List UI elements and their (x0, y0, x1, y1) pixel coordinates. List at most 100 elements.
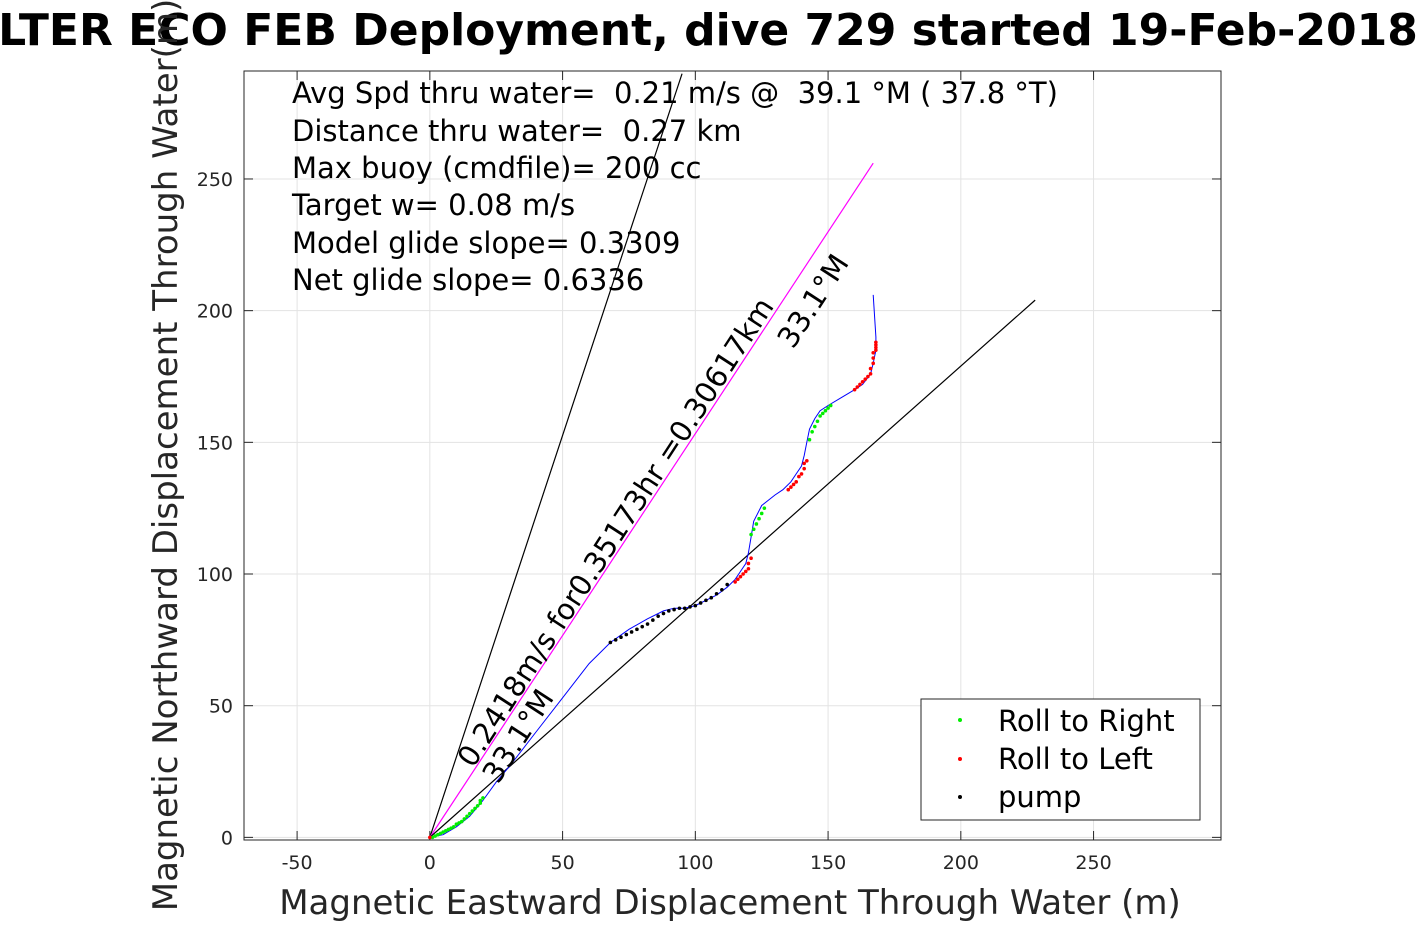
roll-right-point (462, 817, 467, 821)
legend-marker-roll-left (958, 757, 962, 761)
roll-right-point (459, 819, 464, 824)
reference-line-steep (429, 73, 683, 838)
y-tick-label: 50 (209, 696, 233, 718)
max-buoy-annotation: Max buoy (cmdfile)= 200 cc (292, 151, 701, 185)
roll-left-point (874, 345, 878, 350)
roll-left-point (733, 580, 737, 584)
roll-right-point (478, 801, 483, 805)
roll-right-point (754, 522, 759, 526)
roll-left-point (794, 480, 799, 484)
stats-annotations: Avg Spd thru water= 0.21 m/s @ 39.1 °M (… (291, 76, 1058, 297)
x-tick-label: 0 (424, 852, 436, 874)
y-tick-label: 250 (197, 169, 233, 191)
target-w-annotation: Target w= 0.08 m/s (291, 188, 575, 222)
roll-right-point (815, 419, 820, 424)
roll-left-point (743, 569, 748, 574)
pump-point (709, 595, 714, 600)
chart-title: LTER ECO FEB Deployment, dive 729 starte… (0, 5, 1417, 56)
reference-line-shallow (429, 299, 1036, 838)
x-tick-label: 50 (550, 852, 574, 874)
roll-left-point (863, 377, 868, 381)
roll-right-point (828, 403, 833, 408)
roll-left-point (786, 487, 791, 492)
net-glide-slope-annotation: Net glide slope= 0.6336 (292, 263, 644, 297)
roll-left-point (746, 561, 751, 566)
roll-right-point (433, 834, 437, 838)
legend-label-roll-right: Roll to Right (998, 704, 1175, 738)
roll-right-point (441, 830, 445, 834)
roll-left-point (868, 372, 873, 376)
roll-right-point (810, 429, 814, 434)
y-tick-label: 150 (197, 432, 233, 454)
roll-left-point (874, 348, 878, 352)
roll-left-point (805, 458, 809, 463)
pump-point (613, 638, 618, 642)
roll-right-point (818, 414, 822, 418)
roll-right-point (446, 827, 451, 832)
pump-point (666, 609, 671, 613)
pump-point (624, 632, 629, 637)
roll-right-point (449, 826, 453, 830)
roll-left-point (871, 356, 876, 360)
pump-point (608, 640, 613, 645)
pump-point (677, 606, 682, 611)
roll-right-point (823, 408, 828, 413)
roll-right-point (749, 532, 753, 537)
y-tick-label: 0 (221, 827, 233, 849)
x-axis-label: Magnetic Eastward Displacement Through W… (279, 883, 1181, 923)
avg-speed-annotation: Avg Spd thru water= 0.21 m/s @ 39.1 °M (… (292, 76, 1058, 110)
legend-marker-roll-right (958, 718, 962, 722)
roll-points (428, 340, 878, 840)
roll-left-point (428, 835, 432, 840)
roll-right-point (475, 803, 480, 808)
roll-left-point (791, 482, 796, 487)
pump-point (682, 606, 687, 611)
roll-right-point (757, 516, 761, 521)
legend-label-pump: pump (998, 780, 1081, 814)
roll-right-point (807, 437, 812, 442)
roll-left-point (736, 577, 740, 582)
y-tick-label: 100 (197, 564, 233, 586)
pump-point (672, 607, 676, 612)
pump-point (688, 605, 692, 609)
model-glide-slope-annotation: Model glide slope= 0.3309 (292, 226, 680, 260)
pump-point (645, 622, 650, 626)
roll-left-point (855, 385, 860, 389)
roll-left-point (868, 366, 873, 371)
x-tick-label: 150 (810, 852, 846, 874)
roll-right-point (467, 811, 472, 816)
roll-right-point (430, 835, 435, 840)
roll-right-point (457, 821, 461, 825)
legend: Roll to Right Roll to Left pump (920, 698, 1201, 821)
reference-lines (429, 73, 1036, 838)
pump-point (629, 630, 634, 634)
roll-left-point (860, 379, 865, 384)
pump-point (714, 591, 719, 596)
pump-point (698, 601, 703, 605)
roll-right-point (481, 796, 485, 800)
x-tick-label: 200 (943, 852, 979, 874)
plot-frame (243, 70, 1222, 841)
roll-right-point (478, 798, 483, 803)
roll-left-point (802, 466, 806, 471)
y-axis-label: Magnetic Northward Displacement Through … (146, 0, 186, 911)
roll-left-point (871, 361, 876, 366)
roll-right-point (820, 411, 825, 416)
pump-point (640, 624, 645, 629)
roll-right-point (826, 406, 830, 410)
roll-left-point (738, 574, 743, 579)
pump-point (661, 611, 666, 616)
roll-left-point (858, 382, 862, 387)
pump-point (656, 614, 660, 618)
roll-left-point (874, 340, 878, 345)
roll-right-point (751, 527, 756, 532)
pump-point (704, 598, 708, 603)
legend-label-roll-left: Roll to Left (998, 742, 1153, 776)
roll-right-point (813, 424, 817, 429)
roll-left-point (871, 350, 876, 355)
roll-right-point (454, 822, 459, 826)
pump-point (635, 627, 639, 632)
roll-left-point (866, 374, 870, 379)
roll-left-point (799, 472, 804, 476)
